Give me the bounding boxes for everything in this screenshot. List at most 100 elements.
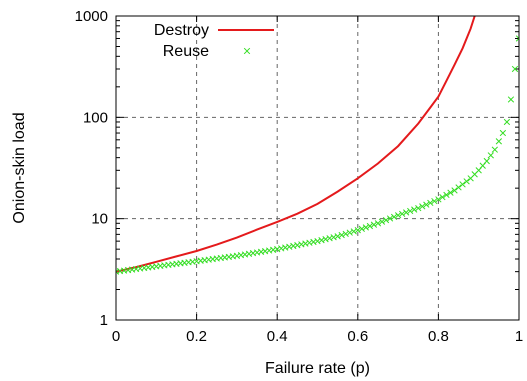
marker-stroke <box>197 257 204 264</box>
series-point-reuse <box>487 152 494 159</box>
series-point-reuse <box>386 215 394 222</box>
marker-stroke <box>386 215 394 222</box>
series-point-reuse <box>499 129 507 137</box>
marker-stroke <box>382 216 390 224</box>
marker-stroke <box>358 225 365 232</box>
marker-stroke <box>306 239 313 246</box>
marker-stroke <box>334 233 341 240</box>
series-point-reuse <box>346 229 353 236</box>
marker-stroke <box>116 267 124 275</box>
marker-stroke <box>173 260 180 267</box>
marker-stroke <box>318 237 325 244</box>
marker-stroke <box>213 255 220 262</box>
marker-stroke <box>165 261 172 269</box>
series-point-reuse <box>463 178 470 185</box>
marker-stroke <box>137 265 144 272</box>
series-point-reuse <box>330 234 337 241</box>
series-point-reuse <box>439 193 446 201</box>
marker-stroke <box>338 231 345 239</box>
marker-stroke <box>390 213 398 221</box>
marker-stroke <box>128 266 136 273</box>
marker-stroke <box>403 209 410 216</box>
y-tick-label: 1000 <box>75 8 108 25</box>
marker-stroke <box>253 249 261 256</box>
marker-stroke <box>487 152 494 159</box>
marker-stroke <box>149 263 156 271</box>
marker-stroke <box>374 220 382 227</box>
series-point-reuse <box>459 181 466 188</box>
series-point-reuse <box>435 196 442 203</box>
marker-stroke <box>431 197 438 205</box>
marker-stroke <box>302 240 309 247</box>
marker-stroke <box>209 255 216 263</box>
marker-stroke <box>177 260 184 267</box>
marker-stroke <box>217 254 224 262</box>
marker-stroke <box>265 247 273 254</box>
marker-stroke <box>249 249 257 257</box>
series-point-reuse <box>334 233 341 240</box>
marker-stroke <box>398 210 406 218</box>
marker-stroke <box>326 235 333 242</box>
marker-stroke <box>515 37 519 42</box>
marker-stroke <box>201 257 208 264</box>
marker-stroke <box>132 265 140 273</box>
series-point-reuse <box>503 118 511 126</box>
marker-stroke <box>415 204 422 212</box>
series-layer <box>116 16 519 275</box>
x-tick-label: 0 <box>112 328 120 345</box>
marker-stroke <box>229 253 237 260</box>
series-point-reuse <box>483 157 490 165</box>
marker-stroke <box>120 267 128 274</box>
series-point-reuse <box>354 227 361 234</box>
marker-stroke <box>350 228 357 235</box>
marker-stroke <box>443 191 450 199</box>
marker-stroke <box>153 263 160 270</box>
marker-stroke <box>298 241 305 248</box>
marker-stroke <box>330 234 337 241</box>
marker-stroke <box>314 237 321 245</box>
x-tick-label: 0.4 <box>267 328 288 345</box>
series-point-reuse <box>407 207 414 215</box>
marker-stroke <box>221 254 228 261</box>
series-point-reuse <box>423 201 430 208</box>
marker-stroke <box>270 246 277 253</box>
marker-stroke <box>407 207 414 215</box>
marker-stroke <box>169 261 176 268</box>
marker-stroke <box>116 268 120 273</box>
series-point-reuse <box>338 231 345 239</box>
legend: Destroy Reuse <box>154 22 274 60</box>
x-tick-label: 0.8 <box>428 328 449 345</box>
series-point-reuse <box>314 237 321 245</box>
grid <box>116 16 519 320</box>
marker-stroke <box>286 243 293 250</box>
series-point-reuse <box>511 65 519 73</box>
plot-frame <box>115 15 520 321</box>
series-point-reuse <box>382 216 390 224</box>
marker-stroke <box>261 248 269 255</box>
series-point-reuse <box>374 220 382 227</box>
marker-stroke <box>161 262 168 269</box>
marker-stroke <box>499 129 507 137</box>
series-point-reuse <box>431 197 438 205</box>
legend-swatch-reuse <box>243 47 251 55</box>
series-point-reuse <box>411 206 418 213</box>
series-point-reuse <box>390 213 398 221</box>
series-point-reuse <box>427 199 434 207</box>
series-point-reuse <box>507 96 515 103</box>
series-point-reuse <box>394 212 402 219</box>
y-tick-label: 100 <box>83 109 108 126</box>
marker-stroke <box>411 206 418 213</box>
marker-stroke <box>145 264 152 271</box>
x-tick-label: 0.2 <box>186 328 207 345</box>
x-tick-label: 1 <box>515 328 523 345</box>
marker-stroke <box>503 118 511 126</box>
series-point-reuse <box>342 230 349 237</box>
marker-stroke <box>459 181 466 188</box>
marker-stroke <box>463 178 470 185</box>
marker-stroke <box>310 238 317 246</box>
marker-stroke <box>185 259 192 266</box>
marker-stroke <box>342 230 349 237</box>
series-point-reuse <box>443 191 450 199</box>
marker-stroke <box>366 222 374 230</box>
marker-stroke <box>483 157 490 165</box>
